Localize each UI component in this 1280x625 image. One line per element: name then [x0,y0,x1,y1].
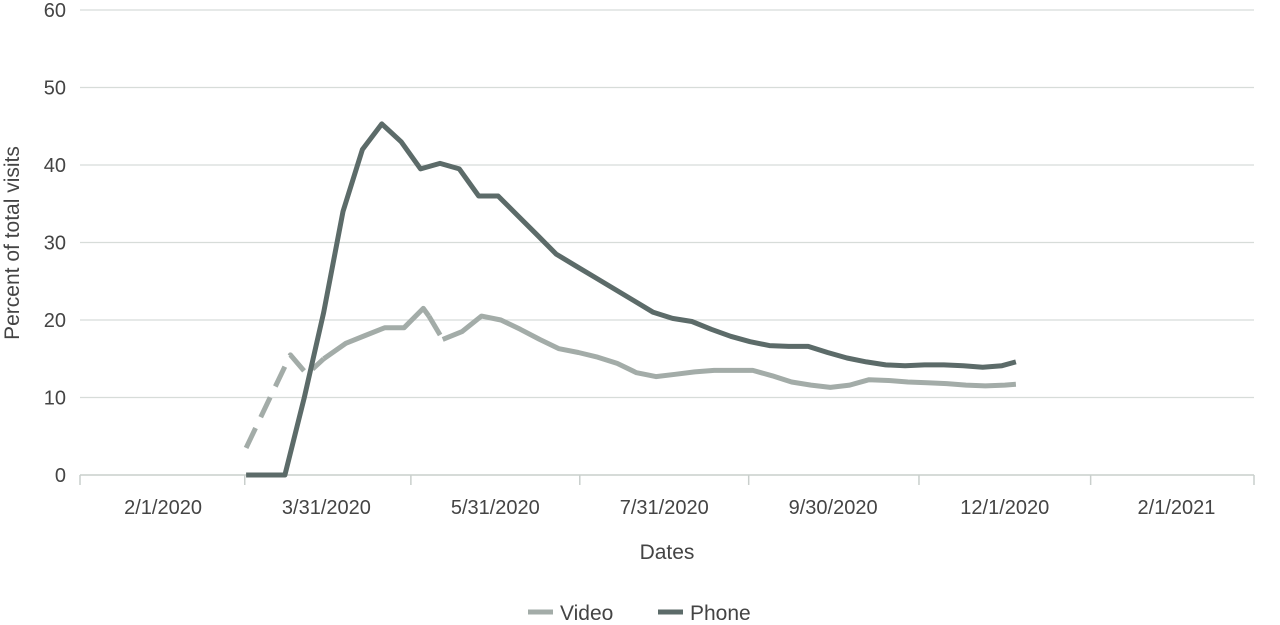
x-tick-label: 5/31/2020 [451,497,540,519]
series-video [243,305,1017,449]
series-line-video [243,352,326,449]
y-tick-label: 50 [44,78,66,100]
y-tick-label: 10 [44,388,66,410]
y-tick-label: 40 [44,155,66,177]
series-phone [246,121,1017,478]
x-tick-label: 7/31/2020 [620,497,709,519]
x-tick-label: 12/1/2020 [960,497,1049,519]
y-tick-label: 60 [44,0,66,22]
series-line-video [426,314,445,341]
gridlines [80,9,1254,399]
x-axis-tick-labels: 2/1/2020 3/31/2020 5/31/2020 7/31/2020 9/30/… [124,497,1215,519]
legend-label-video: Video [560,602,613,625]
x-axis-title: Dates [640,541,695,564]
x-tick-label: 2/1/2020 [124,497,202,519]
x-tick-label: 3/31/2020 [282,497,371,519]
y-tick-label: 20 [44,310,66,332]
y-axis-title: Percent of total visits [1,146,24,340]
series-lines [243,121,1017,478]
x-tick-label: 2/1/2021 [1138,497,1216,519]
legend: Video Phone [528,602,751,625]
y-axis-tick-labels: 0 10 20 30 40 50 60 [44,0,66,487]
y-tick-label: 0 [55,465,66,487]
series-line-video [441,313,1017,390]
series-line-video [322,305,431,361]
legend-label-phone: Phone [690,602,751,625]
series-line-phone [246,121,1017,478]
x-tick-label: 9/30/2020 [789,497,878,519]
y-tick-label: 30 [44,233,66,255]
